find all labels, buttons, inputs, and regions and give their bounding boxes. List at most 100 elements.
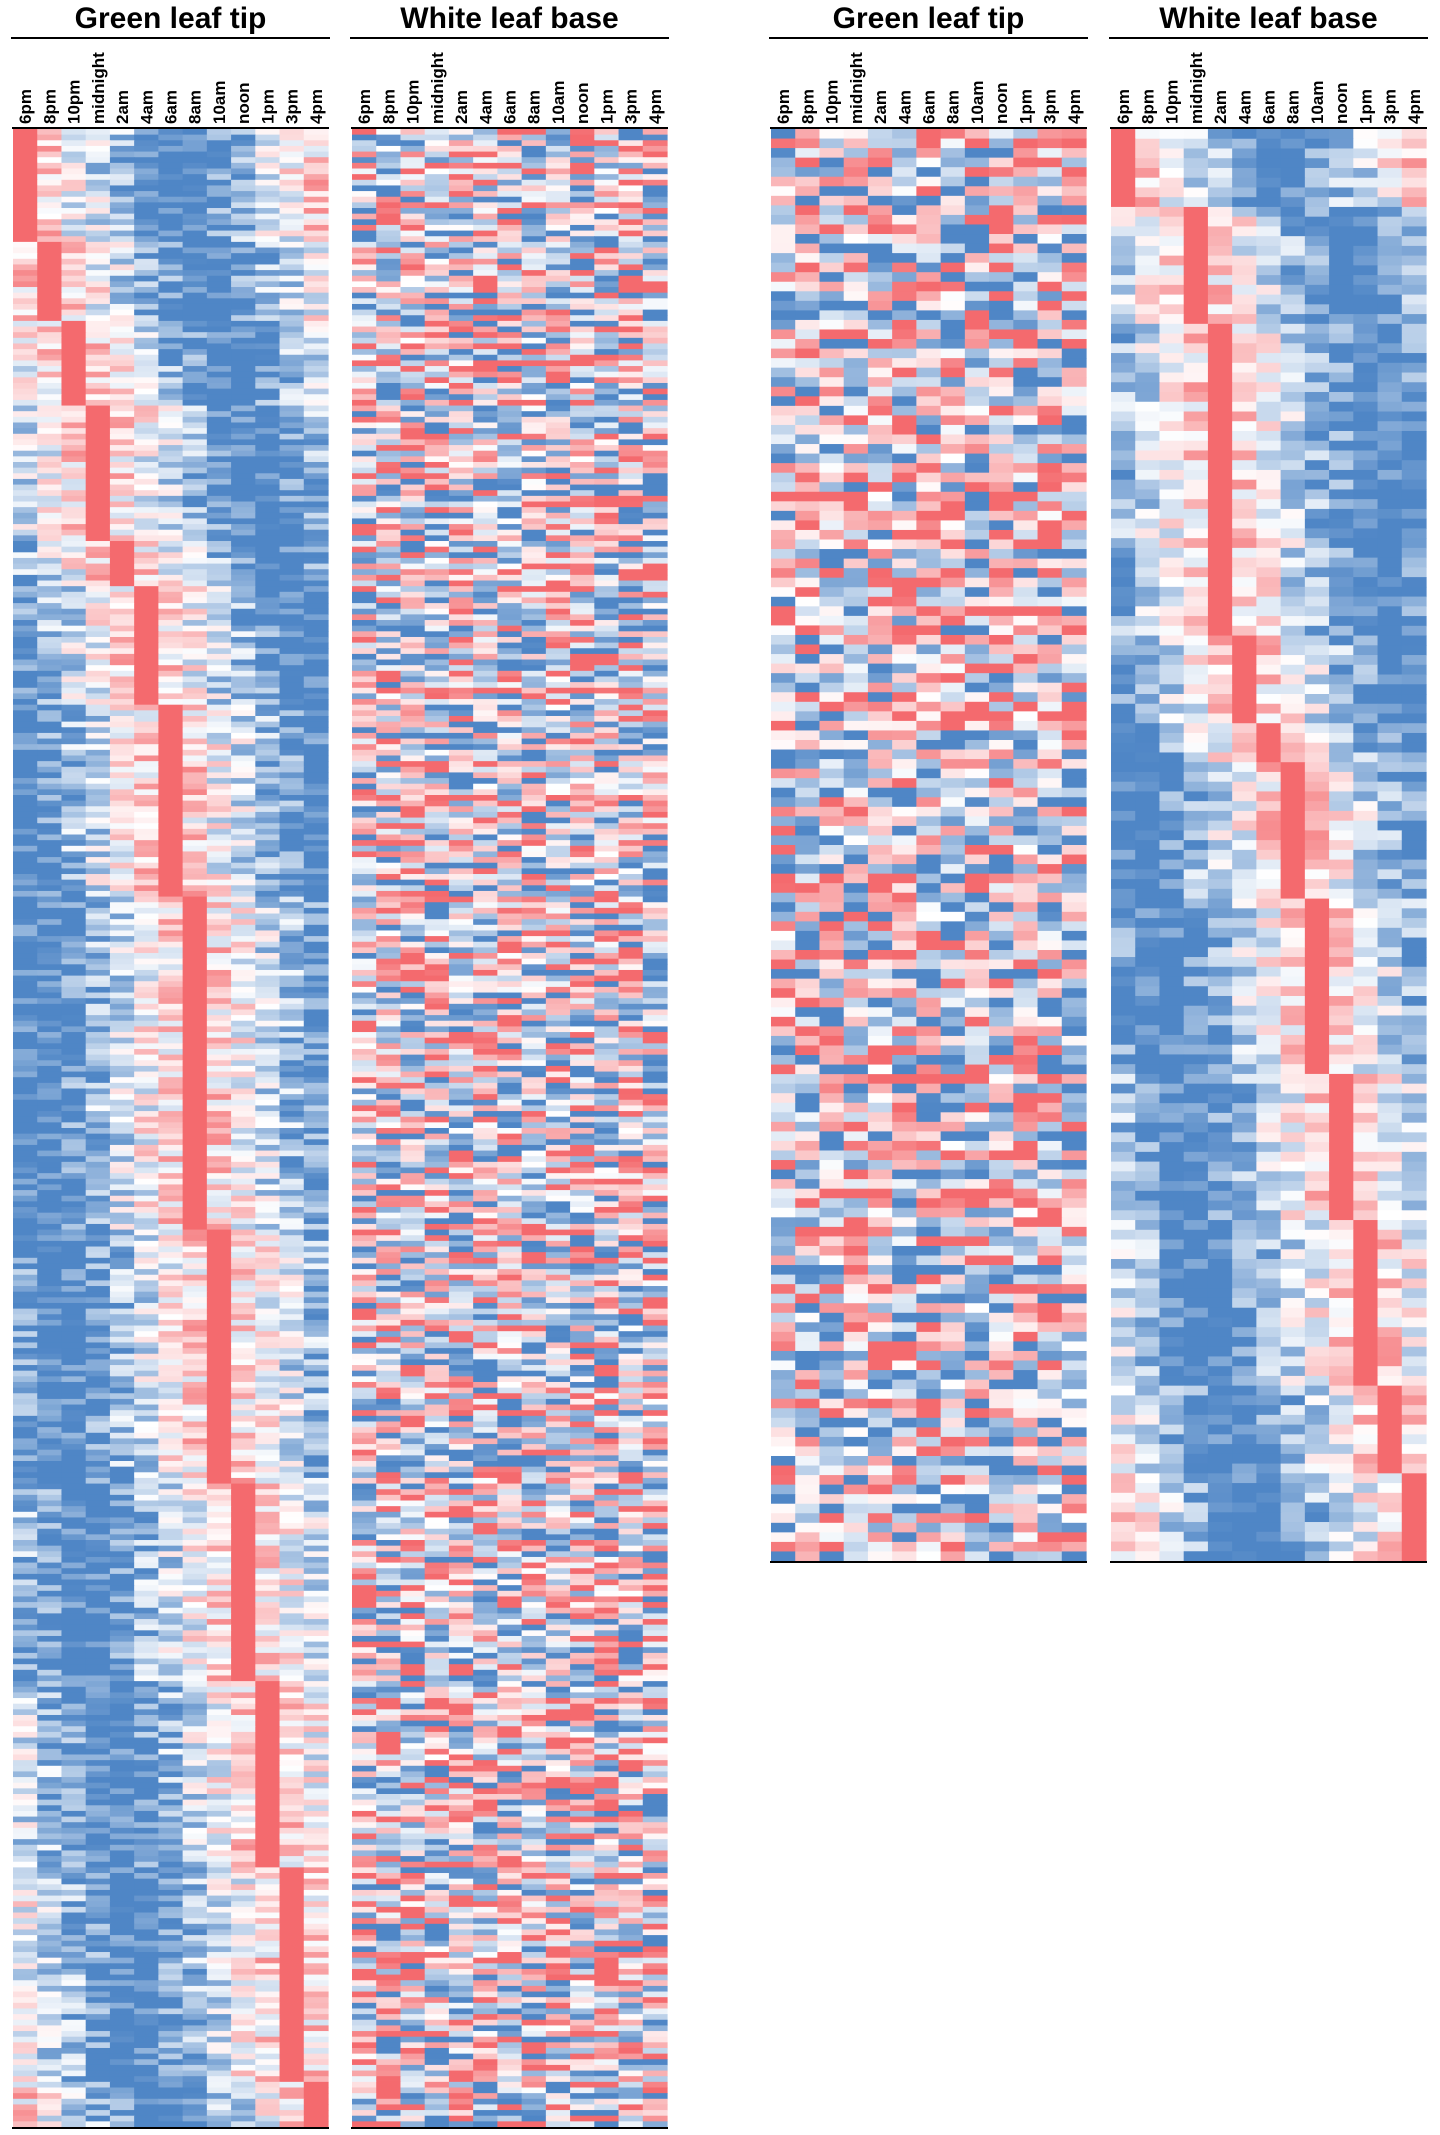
heatmap-cell: [13, 445, 38, 452]
heatmap-cell: [134, 1246, 159, 1253]
heatmap-cell: [61, 778, 87, 785]
heatmap-cell: [134, 1878, 159, 1885]
heatmap-cell: [182, 287, 208, 294]
heatmap-cell: [61, 371, 87, 378]
heatmap-cell: [182, 270, 208, 277]
heatmap-cell: [279, 1782, 305, 1789]
heatmap-cell: [134, 1235, 159, 1242]
heatmap-cell: [37, 377, 63, 384]
heatmap-cell: [279, 766, 305, 774]
heatmap-cell: [158, 332, 184, 339]
heatmap-cell: [255, 1167, 281, 1174]
heatmap-cell: [134, 546, 159, 553]
heatmap-cell: [37, 902, 63, 909]
heatmap-cell: [206, 958, 232, 965]
heatmap-cell: [61, 1935, 87, 1942]
heatmap-cell: [61, 1906, 87, 1914]
heatmap-cell: [158, 1579, 184, 1586]
heatmap-cell: [13, 738, 38, 745]
heatmap-cell: [109, 1167, 135, 1174]
heatmap-cell: [473, 258, 498, 266]
heatmap-cell: [109, 885, 135, 892]
heatmap-cell: [109, 1602, 135, 1609]
heatmap-cell: [279, 416, 305, 424]
heatmap-cell: [206, 715, 232, 723]
heatmap-cell: [255, 1286, 281, 1293]
heatmap-cell: [85, 2098, 111, 2106]
heatmap-cell: [61, 1026, 87, 1033]
heatmap-cell: [255, 1455, 281, 1462]
heatmap-cell: [37, 1438, 63, 1445]
heatmap-cell: [134, 1190, 159, 1197]
heatmap-cell: [13, 2093, 38, 2100]
heatmap-cell: [37, 1077, 63, 1084]
heatmap-cell: [231, 992, 256, 999]
heatmap-cell: [279, 1150, 305, 1157]
heatmap-cell: [134, 1511, 159, 1519]
heatmap-cell: [37, 1602, 63, 1609]
heatmap-cell: [376, 208, 402, 215]
heatmap-cell: [85, 1477, 111, 1485]
heatmap-cell: [134, 738, 159, 745]
heatmap-cell: [206, 1568, 232, 1575]
heatmap-cell: [158, 1060, 184, 1067]
heatmap-cell: [182, 1726, 208, 1733]
heatmap-cell: [85, 603, 111, 610]
heatmap-cell: [448, 140, 474, 147]
heatmap-cell: [85, 964, 111, 971]
heatmap-cell: [37, 145, 63, 153]
heatmap-cell: [109, 1336, 135, 1344]
heatmap-cell: [158, 1658, 184, 1665]
heatmap-cell: [206, 569, 232, 576]
heatmap-cell: [134, 1528, 159, 1535]
heatmap-cell: [109, 1873, 135, 1880]
heatmap-cell: [158, 766, 184, 774]
heatmap-cell: [206, 1128, 232, 1135]
heatmap-cell: [85, 1449, 111, 1456]
heatmap-cell: [85, 772, 111, 779]
heatmap-cell: [134, 1940, 159, 1947]
heatmap-cell: [231, 1799, 256, 1806]
heatmap-cell: [303, 1952, 329, 1959]
heatmap-cell: [206, 1229, 232, 1236]
heatmap-cell: [545, 202, 571, 209]
heatmap-cell: [134, 1675, 159, 1682]
heatmap-cell: [231, 653, 256, 661]
heatmap-cell: [158, 1720, 184, 1727]
heatmap-cell: [255, 715, 281, 723]
heatmap-cell: [37, 1444, 63, 1451]
heatmap-cell: [255, 1427, 281, 1434]
heatmap-cell: [206, 1540, 232, 1547]
heatmap-cell: [255, 1895, 281, 1902]
heatmap-cell: [13, 1048, 38, 1056]
heatmap-cell: [85, 986, 111, 994]
heatmap-cell: [134, 1314, 159, 1321]
heatmap-cell: [85, 1918, 111, 1925]
heatmap-cell: [109, 1709, 135, 1716]
heatmap-cell: [279, 704, 305, 711]
heatmap-cell: [473, 179, 498, 187]
heatmap-cell: [109, 772, 135, 779]
heatmap-cell: [279, 1190, 305, 1197]
heatmap-cell: [279, 1585, 305, 1592]
heatmap-cell: [37, 495, 63, 503]
heatmap-cell: [182, 456, 208, 463]
heatmap-cell: [61, 1082, 87, 1090]
heatmap-cell: [206, 699, 232, 706]
heatmap-cell: [255, 1319, 281, 1327]
heatmap-cell: [255, 1376, 281, 1383]
heatmap-cell: [109, 134, 135, 141]
heatmap-cell: [206, 1071, 232, 1078]
heatmap-cell: [400, 162, 426, 170]
heatmap-cell: [182, 924, 208, 932]
heatmap-cell: [255, 1731, 281, 1739]
heatmap-cell: [134, 1500, 159, 1507]
heatmap-cell: [255, 2053, 281, 2060]
heatmap-cell: [182, 1466, 208, 1473]
heatmap-cell: [303, 857, 329, 864]
heatmap-cell: [182, 2093, 208, 2100]
heatmap-cell: [134, 715, 159, 723]
heatmap-cell: [231, 1743, 256, 1750]
heatmap-cell: [13, 879, 38, 886]
heatmap-cell: [255, 1336, 281, 1344]
